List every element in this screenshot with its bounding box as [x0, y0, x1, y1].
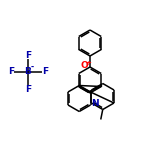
- Text: +: +: [86, 60, 92, 66]
- Text: N: N: [91, 98, 98, 107]
- Text: -: -: [31, 62, 34, 71]
- Text: O: O: [80, 62, 88, 71]
- Text: F: F: [25, 85, 31, 93]
- Text: F: F: [25, 50, 31, 59]
- Text: F: F: [42, 67, 48, 76]
- Text: B: B: [25, 67, 31, 76]
- Text: F: F: [8, 67, 14, 76]
